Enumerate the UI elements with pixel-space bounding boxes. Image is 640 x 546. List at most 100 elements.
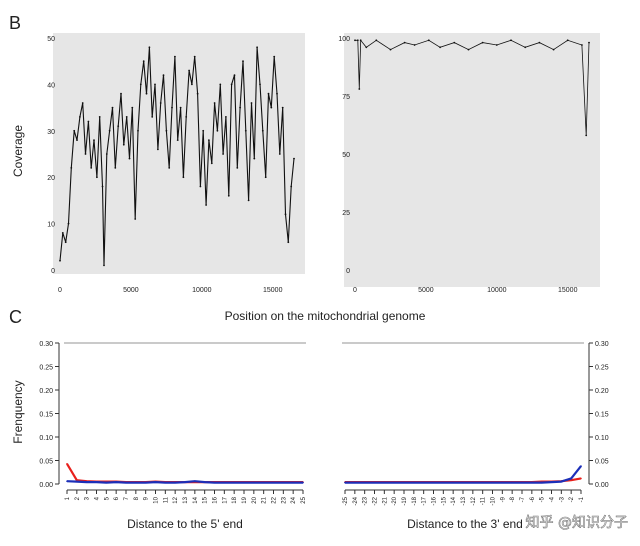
freq-3prime-x-tick-label: -9 (500, 496, 506, 502)
percentage-panel-background (344, 33, 600, 287)
freq-3prime-x-tick-label: -23 (363, 496, 369, 505)
percentage-y-tick-label: 75 (342, 94, 350, 101)
freq-3prime-x-tick-label: -6 (530, 496, 536, 502)
freq-5prime-blue-data-point (174, 481, 176, 484)
freq-5prime-blue-data-point (164, 481, 167, 484)
freq-5prime-y-tick-label: 0.10 (39, 435, 53, 442)
freq-3prime-blue-data-point (363, 481, 366, 484)
freq-3prime-x-tick-label: -2 (569, 496, 575, 502)
freq-5prime-x-tick-label: 7 (124, 496, 130, 500)
freq-5prime-y-tick-label: 0.30 (39, 341, 53, 348)
freq-3prime-x-tick-label: -22 (373, 496, 379, 505)
percentage-y-tick-label: 50 (342, 152, 350, 159)
panel-label-c: C (9, 307, 22, 327)
freq-3prime-x-tick-label: -21 (382, 496, 388, 505)
freq-5prime-x-tick-label: 24 (291, 496, 297, 503)
freq-5prime-blue-data-point (272, 481, 275, 484)
freq-5prime-x-tick-label: 8 (134, 496, 140, 500)
freq-3prime-x-tick-label: -12 (471, 496, 477, 505)
freq-5prime-x-tick-label: 15 (203, 496, 209, 503)
freq-3prime-blue-data-point (481, 481, 484, 484)
percentage-series-line (355, 39, 590, 136)
freq-3prime-x-tick-label: -24 (353, 496, 359, 505)
freq-5prime-blue-data-point (253, 481, 255, 484)
freq-5prime-blue-data-point (125, 481, 127, 484)
freq-5prime-blue-data-point (213, 481, 216, 484)
freq-3prime-x-tick-label: -3 (559, 496, 565, 502)
watermark-text: 知乎 @知识分子 (526, 514, 628, 531)
freq-3prime-blue-data-point (511, 481, 513, 484)
freq-5prime-x-tick-label: 16 (213, 496, 219, 503)
freq-3prime-x-tick-label: -1 (579, 496, 585, 502)
freq-5prime-blue-data-point (282, 481, 285, 484)
freq-3prime-blue-data-point (501, 481, 504, 484)
freq-5prime-x-tick-label: 5 (104, 496, 110, 500)
frequency-3prime-plot: 0.00 0.05 0.10 0.15 0.20 0.25 0.30 -25 -24 -23 -22… (342, 341, 609, 506)
freq-5prime-x-tick-label: 17 (222, 496, 228, 503)
freq-5prime-x-tick-label: 10 (154, 496, 160, 503)
freq-3prime-x-tick-label: -20 (392, 496, 398, 505)
freq-3prime-blue-data-point (550, 481, 553, 483)
freq-5prime-y-tick-label: 0.00 (39, 482, 53, 489)
freq-3prime-blue-data-point (403, 481, 405, 484)
freq-5prime-x-tick-label: 1 (65, 496, 71, 500)
x-axis-label-3prime: Distance to the 3' end (407, 517, 523, 531)
freq-5prime-red-series-line (66, 463, 303, 484)
percentage-plot: 0 25 50 75 100 0 5000 10000 15000 (338, 33, 600, 294)
freq-3prime-blue-data-point (521, 481, 523, 484)
freq-3prime-blue-data-point (432, 481, 435, 484)
freq-5prime-x-tick-label: 2 (75, 496, 81, 500)
freq-3prime-blue-data-point (373, 481, 376, 484)
percentage-x-tick-label: 0 (353, 287, 357, 294)
freq-5prime-y-tick-label: 0.20 (39, 388, 53, 395)
coverage-x-tick-label: 0 (58, 287, 62, 294)
freq-5prime-x-tick-label: 23 (281, 496, 287, 503)
shared-x-axis-label: Position on the mitochondrial genome (225, 309, 426, 323)
freq-3prime-red-data-point (570, 479, 572, 482)
freq-3prime-x-tick-label: -18 (412, 496, 418, 505)
freq-3prime-y-tick-label: 0.25 (595, 365, 609, 372)
freq-5prime-x-tick-label: 19 (242, 496, 248, 503)
freq-3prime-y-tick-label: 0.05 (595, 459, 609, 466)
freq-3prime-x-tick-label: -13 (461, 496, 467, 505)
freq-3prime-blue-data-point (452, 481, 455, 484)
freq-5prime-y-tick-label: 0.05 (39, 459, 53, 466)
freq-5prime-blue-data-point (223, 481, 226, 484)
freq-3prime-x-tick-label: -8 (510, 496, 516, 502)
freq-3prime-y-tick-label: 0.00 (595, 482, 609, 489)
freq-3prime-x-tick-label: -10 (491, 496, 497, 505)
x-axis-label-5prime: Distance to the 5' end (127, 517, 243, 531)
freq-5prime-x-tick-label: 4 (95, 496, 101, 500)
percentage-x-tick-label: 5000 (418, 287, 434, 294)
freq-5prime-x-tick-label: 22 (272, 496, 278, 503)
freq-5prime-x-tick-label: 6 (114, 496, 120, 500)
freq-3prime-blue-data-point (344, 481, 346, 484)
coverage-x-tick-label: 15000 (263, 287, 283, 294)
freq-5prime-blue-data-point (144, 481, 147, 484)
freq-3prime-x-tick-label: -17 (422, 496, 428, 505)
freq-5prime-blue-data-point (292, 481, 295, 484)
freq-3prime-blue-data-point (442, 481, 445, 484)
percentage-y-tick-label: 100 (338, 36, 350, 43)
coverage-y-tick-label: 10 (47, 222, 55, 229)
freq-5prime-x-tick-label: 20 (252, 496, 258, 503)
freq-5prime-blue-data-point (105, 481, 108, 484)
freq-5prime-x-tick-label: 21 (262, 496, 268, 503)
percentage-y-tick-label: 25 (342, 210, 350, 217)
freq-5prime-x-tick-label: 9 (144, 496, 150, 500)
freq-3prime-x-tick-label: -16 (432, 496, 438, 505)
freq-5prime-blue-data-point (135, 481, 137, 484)
coverage-y-tick-label: 50 (47, 36, 55, 43)
freq-3prime-blue-data-point (570, 477, 572, 480)
coverage-x-tick-label: 10000 (192, 287, 212, 294)
freq-5prime-x-tick-label: 13 (183, 496, 189, 503)
freq-3prime-red-data-point (580, 477, 582, 480)
coverage-series-line (59, 47, 295, 266)
freq-5prime-blue-data-point (243, 481, 245, 484)
coverage-x-tick-label: 5000 (123, 287, 139, 294)
freq-5prime-x-tick-label: 11 (163, 496, 169, 503)
freq-5prime-x-tick-label: 14 (193, 496, 199, 503)
freq-5prime-blue-data-point (184, 481, 186, 483)
freq-5prime-x-tick-label: 12 (173, 496, 179, 503)
